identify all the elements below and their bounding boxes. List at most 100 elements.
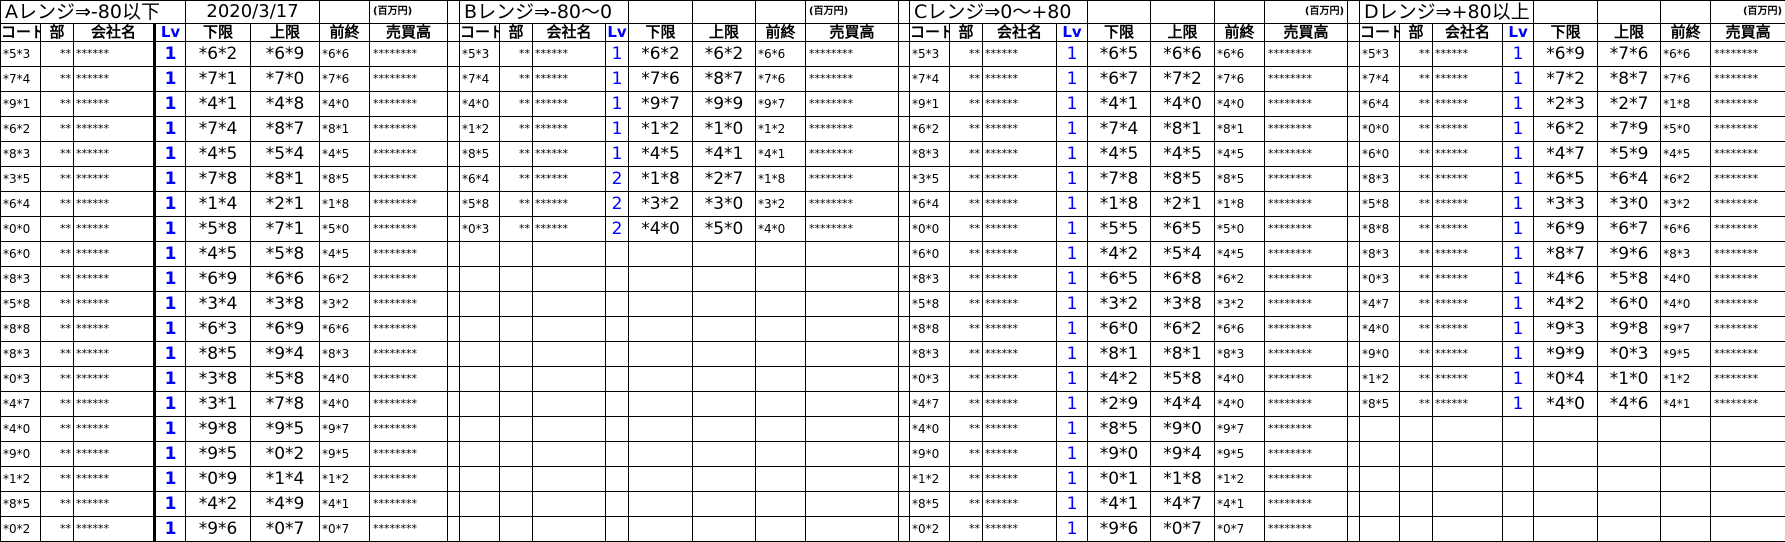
cell-code[interactable]: *9*0 <box>1359 341 1401 367</box>
empty-cell[interactable] <box>628 391 694 417</box>
cell-dept[interactable]: ** <box>40 41 74 67</box>
spacer-cell[interactable] <box>898 266 911 292</box>
cell-lv[interactable]: 1 <box>152 391 187 417</box>
cell-code[interactable]: *8*3 <box>909 341 951 367</box>
empty-cell[interactable] <box>499 441 534 467</box>
cell-upper-limit[interactable]: *2*1 <box>250 191 321 217</box>
empty-cell[interactable] <box>805 391 900 417</box>
cell-company-name[interactable]: ****** <box>982 41 1058 67</box>
empty-cell[interactable] <box>1533 441 1599 467</box>
cell-volume[interactable]: ******** <box>1710 191 1785 217</box>
cell-lv[interactable]: 1 <box>1502 41 1535 67</box>
cell-dept[interactable]: ** <box>1399 241 1434 267</box>
empty-cell[interactable] <box>1660 516 1712 542</box>
cell-prev-close[interactable]: *3*2 <box>319 291 371 317</box>
cell-upper-limit[interactable]: *0*7 <box>250 516 321 542</box>
spacer-cell[interactable] <box>1347 491 1361 517</box>
cell-code[interactable]: *3*5 <box>0 166 41 192</box>
empty-cell[interactable] <box>1150 0 1216 24</box>
cell-company-name[interactable]: ****** <box>73 416 155 442</box>
cell-lower-limit[interactable]: *3*2 <box>1087 291 1152 317</box>
cell-prev-close[interactable]: *4*0 <box>1660 266 1712 292</box>
empty-cell[interactable] <box>692 466 757 492</box>
cell-volume[interactable]: ******** <box>1710 41 1785 67</box>
cell-dept[interactable]: ** <box>949 66 984 92</box>
cell-dept[interactable]: ** <box>1399 141 1434 167</box>
cell-dept[interactable]: ** <box>1399 116 1434 142</box>
cell-dept[interactable]: ** <box>40 516 74 542</box>
cell-code[interactable]: *8*5 <box>1359 391 1401 417</box>
cell-prev-close[interactable]: *3*2 <box>1214 291 1266 317</box>
cell-lower-limit[interactable]: *6*2 <box>1533 116 1599 142</box>
cell-prev-close[interactable]: *4*0 <box>1214 391 1266 417</box>
cell-volume[interactable]: ******** <box>1264 41 1349 67</box>
empty-cell[interactable] <box>805 516 900 542</box>
cell-company-name[interactable]: ****** <box>982 391 1058 417</box>
cell-lv[interactable]: 2 <box>605 166 630 192</box>
cell-lv[interactable]: 1 <box>1502 166 1535 192</box>
cell-volume[interactable]: ******** <box>369 41 449 67</box>
empty-cell[interactable] <box>1597 516 1662 542</box>
cell-company-name[interactable]: ****** <box>532 91 607 117</box>
cell-dept[interactable]: ** <box>40 241 74 267</box>
empty-cell[interactable] <box>1533 416 1599 442</box>
empty-cell[interactable] <box>319 0 371 24</box>
empty-cell[interactable] <box>605 466 630 492</box>
cell-prev-close[interactable]: *1*8 <box>319 191 371 217</box>
cell-company-name[interactable]: ****** <box>532 141 607 167</box>
spacer-cell[interactable] <box>447 291 461 317</box>
cell-company-name[interactable]: ****** <box>982 216 1058 242</box>
cell-prev-close[interactable]: *8*3 <box>1660 241 1712 267</box>
spacer-cell[interactable] <box>447 191 461 217</box>
cell-company-name[interactable]: ****** <box>532 166 607 192</box>
empty-cell[interactable] <box>1399 441 1434 467</box>
spacer-cell[interactable] <box>898 66 911 92</box>
spacer-cell[interactable] <box>447 66 461 92</box>
empty-cell[interactable] <box>628 466 694 492</box>
cell-code[interactable]: *6*0 <box>0 241 41 267</box>
cell-volume[interactable]: ******** <box>1264 391 1349 417</box>
cell-lower-limit[interactable]: *2*3 <box>1533 91 1599 117</box>
cell-upper-limit[interactable]: *0*2 <box>250 441 321 467</box>
cell-company-name[interactable]: ****** <box>982 241 1058 267</box>
cell-company-name[interactable]: ****** <box>1432 341 1504 367</box>
cell-dept[interactable]: ** <box>949 441 984 467</box>
empty-cell[interactable] <box>755 441 807 467</box>
unit-label[interactable]: (百万円) <box>805 0 900 24</box>
cell-company-name[interactable]: ****** <box>73 66 155 92</box>
cell-lv[interactable]: 1 <box>152 416 187 442</box>
cell-company-name[interactable]: ****** <box>73 216 155 242</box>
cell-lower-limit[interactable]: *7*8 <box>1087 166 1152 192</box>
cell-lower-limit[interactable]: *2*9 <box>1087 391 1152 417</box>
cell-lower-limit[interactable]: *3*8 <box>185 366 252 392</box>
cell-prev-close[interactable]: *4*0 <box>1660 291 1712 317</box>
cell-company-name[interactable]: ****** <box>1432 116 1504 142</box>
empty-cell[interactable] <box>1597 491 1662 517</box>
cell-dept[interactable]: ** <box>40 466 74 492</box>
cell-volume[interactable]: ******** <box>1710 116 1785 142</box>
cell-prev-close[interactable]: *6*6 <box>1214 41 1266 67</box>
cell-company-name[interactable]: ****** <box>1432 141 1504 167</box>
empty-cell[interactable] <box>755 316 807 342</box>
cell-dept[interactable]: ** <box>949 391 984 417</box>
cell-upper-limit[interactable]: *6*5 <box>1150 216 1216 242</box>
cell-lower-limit[interactable]: *4*2 <box>1087 366 1152 392</box>
cell-prev-close[interactable]: *9*7 <box>1214 416 1266 442</box>
cell-upper-limit[interactable]: *7*2 <box>1150 66 1216 92</box>
cell-code[interactable]: *8*5 <box>909 491 951 517</box>
empty-cell[interactable] <box>532 516 607 542</box>
cell-prev-close[interactable]: *4*5 <box>1214 241 1266 267</box>
empty-cell[interactable] <box>1399 516 1434 542</box>
empty-cell[interactable] <box>499 266 534 292</box>
cell-volume[interactable]: ******** <box>1264 191 1349 217</box>
cell-prev-close[interactable]: *4*0 <box>1214 366 1266 392</box>
cell-prev-close[interactable]: *4*0 <box>755 216 807 242</box>
cell-volume[interactable]: ******** <box>1264 166 1349 192</box>
cell-dept[interactable]: ** <box>949 191 984 217</box>
spacer-cell[interactable] <box>1347 216 1361 242</box>
cell-volume[interactable]: ******** <box>1710 391 1785 417</box>
column-header-volume[interactable]: 売買高 <box>1264 23 1349 42</box>
empty-cell[interactable] <box>1432 416 1504 442</box>
column-header-lower-limit[interactable]: 下限 <box>185 23 252 42</box>
cell-lower-limit[interactable]: *0*9 <box>185 466 252 492</box>
